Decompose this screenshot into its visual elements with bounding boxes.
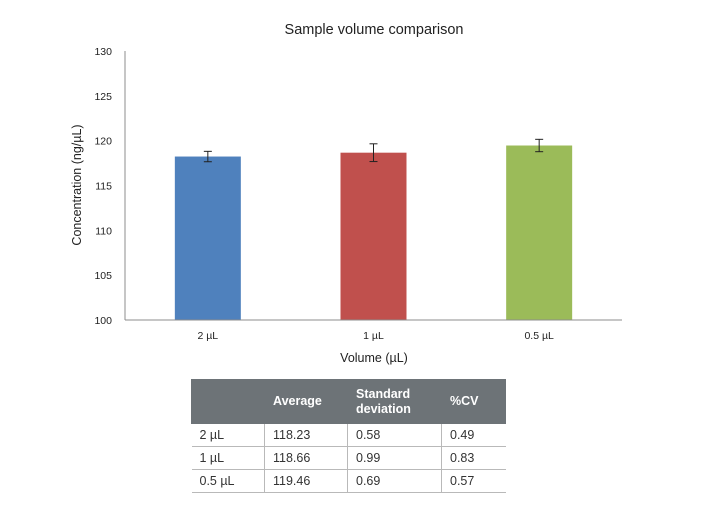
table-cell: 0.83 — [441, 446, 506, 470]
table-header-cell — [191, 379, 265, 424]
x-axis-label: Volume (µL) — [340, 351, 408, 365]
table-header-cell: Standard deviation — [347, 379, 442, 424]
x-tick-label: 1 µL — [363, 330, 384, 342]
y-axis-label: Concentration (ng/µL) — [70, 124, 84, 245]
error-bars — [203, 138, 544, 163]
table-cell: 0.49 — [441, 423, 506, 447]
table-header-cell: %CV — [441, 379, 506, 424]
error-bar — [369, 143, 378, 163]
table-cell: 0.58 — [347, 423, 442, 447]
table-cell: 1 µL — [191, 446, 265, 470]
table-row: 2 µL 118.23 0.58 0.49 — [191, 423, 506, 447]
table-cell: 0.99 — [347, 446, 442, 470]
x-tick-label: 2 µL — [198, 330, 219, 342]
table-row: 0.5 µL 119.46 0.69 0.57 — [191, 469, 506, 493]
bar — [340, 152, 407, 320]
bar-chart: Sample volume comparison 100 105 110 115 120… — [70, 22, 622, 365]
table-cell: 0.57 — [441, 469, 506, 493]
bars — [174, 145, 573, 320]
bar — [174, 156, 241, 320]
x-tick-label: 0.5 µL — [524, 330, 554, 342]
table-cell: 119.46 — [264, 469, 348, 493]
table-header-row: Average Standard deviation %CV — [191, 379, 506, 424]
y-tick-label: 120 — [94, 136, 112, 148]
y-axis: 100 105 110 115 120 125 130 — [94, 46, 112, 327]
table-cell: 118.66 — [264, 446, 348, 470]
bar — [506, 145, 573, 320]
y-tick-label: 110 — [95, 225, 112, 237]
y-tick-label: 105 — [94, 270, 112, 282]
y-tick-label: 100 — [94, 315, 112, 327]
table-cell: 0.5 µL — [191, 469, 265, 493]
y-tick-label: 130 — [94, 46, 112, 58]
x-axis: 2 µL 1 µL 0.5 µL — [198, 330, 555, 342]
chart-title: Sample volume comparison — [285, 22, 464, 38]
y-tick-label: 115 — [95, 181, 112, 193]
error-bar — [535, 138, 544, 153]
y-tick-label: 125 — [94, 91, 112, 103]
statistics-table: Average Standard deviation %CV 2 µL 118.… — [191, 379, 506, 493]
table-cell: 0.69 — [347, 469, 442, 493]
table-row: 1 µL 118.66 0.99 0.83 — [191, 446, 506, 470]
table-cell: 118.23 — [264, 423, 348, 447]
error-bar — [203, 150, 212, 163]
table-header-cell: Average — [264, 379, 348, 424]
table-cell: 2 µL — [191, 423, 265, 447]
